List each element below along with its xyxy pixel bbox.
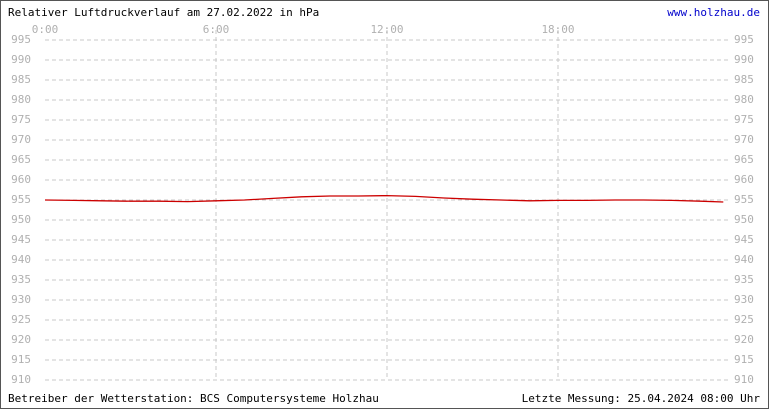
y-tick-label: 935 (11, 273, 31, 286)
y-tick-label: 960 (11, 173, 31, 186)
y-tick-label: 915 (11, 353, 31, 366)
y-tick-label-right: 970 (734, 133, 754, 146)
y-tick-label-right: 990 (734, 53, 754, 66)
y-tick-label: 970 (11, 133, 31, 146)
y-tick-label-right: 960 (734, 173, 754, 186)
y-tick-label-right: 930 (734, 293, 754, 306)
x-tick-label: 0:00 (32, 23, 59, 36)
y-tick-label: 950 (11, 213, 31, 226)
y-tick-label: 965 (11, 153, 31, 166)
y-tick-label-right: 920 (734, 333, 754, 346)
y-tick-label-right: 965 (734, 153, 754, 166)
x-tick-label: 18:00 (541, 23, 574, 36)
y-tick-label-right: 950 (734, 213, 754, 226)
y-tick-label: 940 (11, 253, 31, 266)
y-tick-label: 920 (11, 333, 31, 346)
x-tick-label: 6:00 (203, 23, 230, 36)
y-tick-label-right: 985 (734, 73, 754, 86)
y-tick-label-right: 940 (734, 253, 754, 266)
y-tick-label: 930 (11, 293, 31, 306)
x-tick-label: 12:00 (370, 23, 403, 36)
footer-last-measurement: Letzte Messung: 25.04.2024 08:00 Uhr (522, 392, 761, 405)
footer-operator: Betreiber der Wetterstation: BCS Compute… (8, 392, 379, 405)
y-tick-label-right: 980 (734, 93, 754, 106)
y-tick-label: 910 (11, 373, 31, 386)
series-line (44, 194, 724, 203)
y-tick-label-right: 995 (734, 33, 754, 46)
y-tick-label: 955 (11, 193, 31, 206)
y-tick-label: 990 (11, 53, 31, 66)
y-tick-label-right: 955 (734, 193, 754, 206)
y-tick-label: 995 (11, 33, 31, 46)
y-tick-label: 980 (11, 93, 31, 106)
y-tick-label: 925 (11, 313, 31, 326)
y-tick-label-right: 915 (734, 353, 754, 366)
site-link[interactable]: www.holzhau.de (667, 6, 760, 19)
y-tick-label-right: 910 (734, 373, 754, 386)
y-tick-label-right: 935 (734, 273, 754, 286)
y-tick-label-right: 925 (734, 313, 754, 326)
y-tick-label: 975 (11, 113, 31, 126)
y-tick-label-right: 975 (734, 113, 754, 126)
y-tick-label: 985 (11, 73, 31, 86)
y-tick-label: 945 (11, 233, 31, 246)
chart-title: Relativer Luftdruckverlauf am 27.02.2022… (8, 6, 319, 19)
y-tick-label-right: 945 (734, 233, 754, 246)
